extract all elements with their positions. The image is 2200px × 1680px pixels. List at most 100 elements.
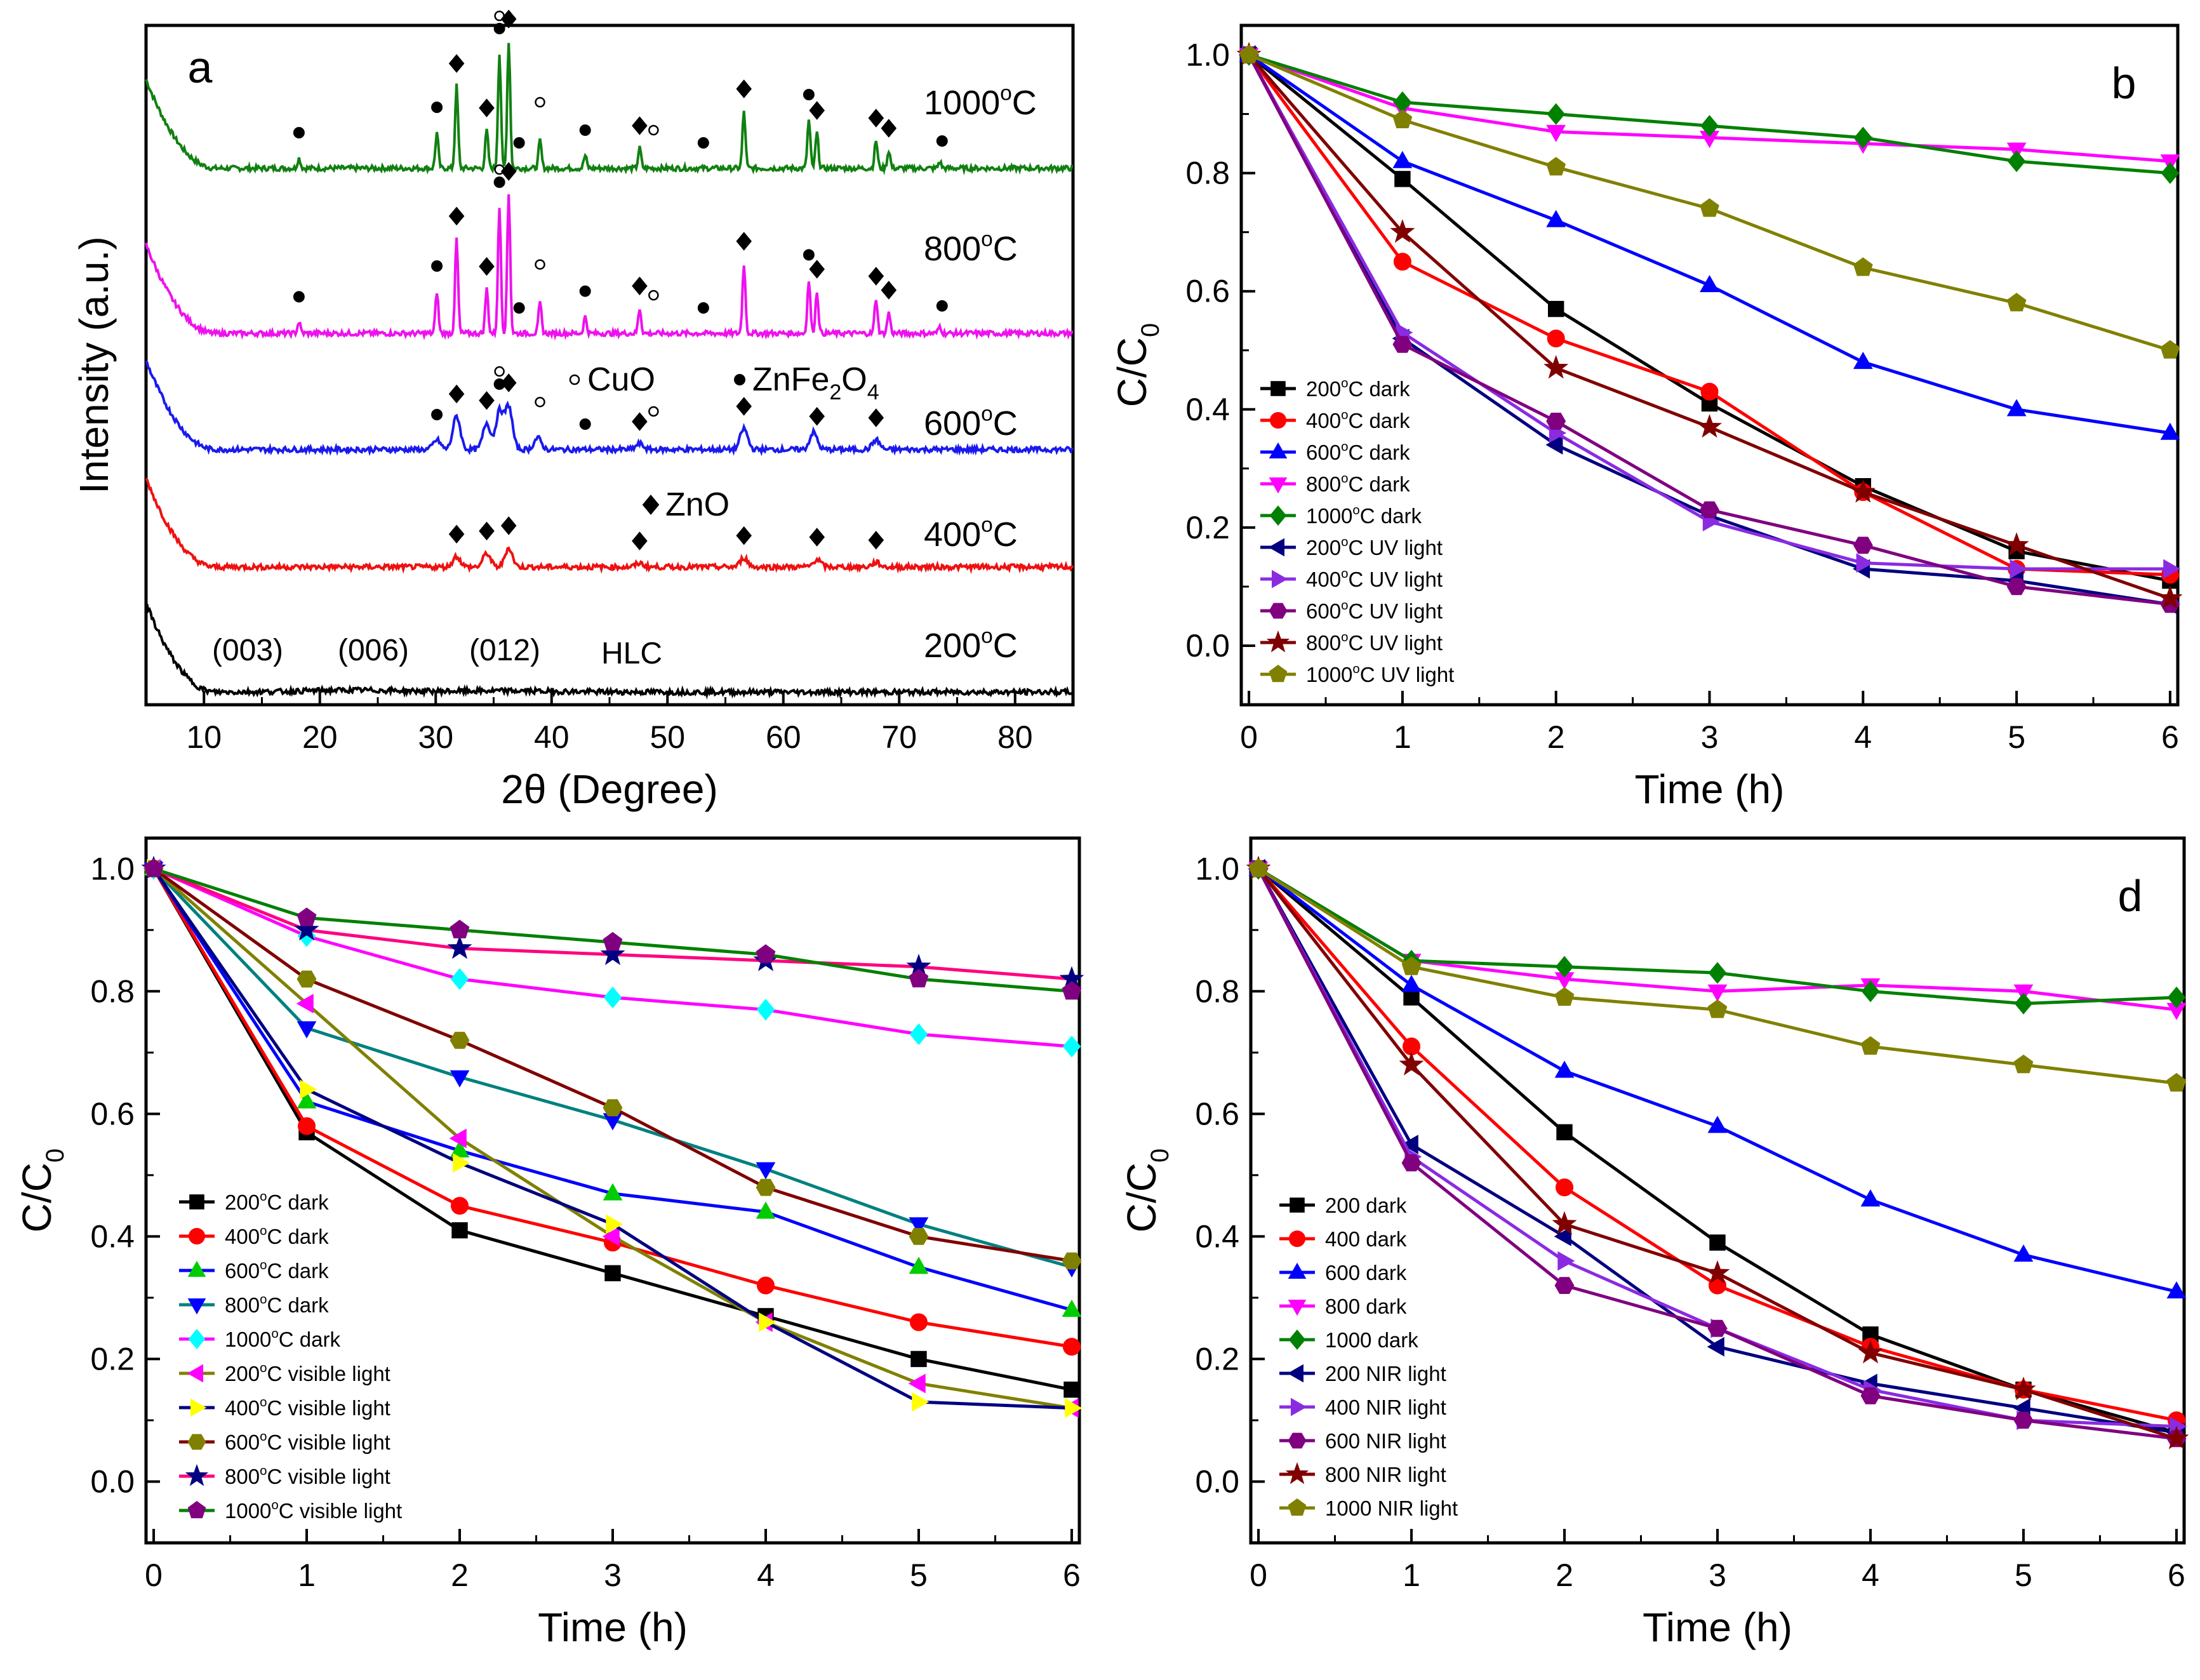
xrd-curve <box>145 603 1074 700</box>
cuo-marker <box>494 10 505 22</box>
hlc-peak-006: (006) <box>338 634 409 667</box>
x-tick-label: 5 <box>2008 719 2025 755</box>
znfe2o4-marker <box>579 418 591 430</box>
data-point <box>1390 219 1415 243</box>
znfe2o4-marker <box>293 291 305 303</box>
legend-marker <box>1290 1197 1305 1213</box>
x-axis: 0 1 2 3 4 5 6 Time (h) <box>145 1529 1081 1650</box>
legend-label: 200oC visible light <box>225 1361 390 1385</box>
data-point <box>297 907 317 926</box>
data-point <box>2013 1054 2034 1074</box>
data-point <box>1546 124 1566 142</box>
data-point <box>756 1276 775 1295</box>
series-line <box>1257 867 2177 1441</box>
data-point <box>1401 1135 1418 1155</box>
legend-label: 200oC dark <box>225 1189 329 1214</box>
y-tick-label: 0.0 <box>1185 628 1230 663</box>
data-point <box>909 1257 929 1274</box>
data-point <box>2160 340 2180 359</box>
legend-label: 200 dark <box>1325 1194 1407 1217</box>
data-point <box>1707 1319 1728 1337</box>
data-point <box>1705 1260 1730 1284</box>
x-tick-label: 2 <box>1547 719 1565 755</box>
legend-marker <box>187 1500 206 1519</box>
zno-marker <box>479 391 495 410</box>
data-point <box>909 1023 928 1046</box>
legend-marker <box>1285 1462 1309 1484</box>
data-point <box>2013 1244 2034 1262</box>
cuo-marker <box>494 164 505 175</box>
x-tick-label: 70 <box>881 719 917 755</box>
legend-label: 400oC visible light <box>225 1395 390 1420</box>
znfe2o4-marker <box>431 260 443 272</box>
legend: 200 dark 400 dark 600 dark 800 dark 1000 dar… <box>1279 1194 1458 1520</box>
data-point <box>600 941 625 966</box>
series-d-9 <box>1248 858 2187 1092</box>
y-tick-label: 0.2 <box>1185 510 1230 545</box>
legend-label: 400 dark <box>1325 1227 1407 1251</box>
data-point <box>908 1373 926 1394</box>
y-tick-label: 0.6 <box>90 1096 135 1131</box>
x-tick-label: 0 <box>1240 719 1258 755</box>
data-point <box>1555 956 1574 978</box>
data-point <box>296 994 314 1014</box>
data-point <box>1554 987 1575 1006</box>
legend-label: 400oC dark <box>1306 408 1410 432</box>
legend-marker <box>1288 1498 1307 1516</box>
x-tick-label: 6 <box>2168 1557 2185 1593</box>
legend-label: 800 dark <box>1325 1295 1407 1318</box>
legend-label: 800oC UV light <box>1306 630 1443 655</box>
panel-label: a <box>188 43 213 92</box>
x-tick-label: 80 <box>997 719 1033 755</box>
data-point <box>603 1183 623 1201</box>
y-tick-label: 0.8 <box>1185 156 1230 191</box>
data-point <box>1547 300 1564 317</box>
y-tick-label: 1.0 <box>90 851 135 886</box>
data-point <box>2004 532 2029 556</box>
legend-label: 1000 dark <box>1325 1328 1418 1352</box>
y-tick-label: 1.0 <box>1185 37 1230 73</box>
y-tick-label: 0.4 <box>90 1218 135 1254</box>
data-point <box>2007 150 2026 173</box>
y-axis: 0.0 0.2 0.4 0.6 0.8 1.0 C/C0 <box>14 851 160 1499</box>
data-point <box>294 917 319 941</box>
legend-label: 600 NIR light <box>1325 1429 1446 1453</box>
panel-label: b <box>2112 58 2137 108</box>
data-point <box>1853 257 1873 276</box>
hlc-peak-003: (003) <box>212 634 283 667</box>
legend-label: 1000 NIR light <box>1325 1497 1458 1520</box>
zno-marker <box>479 257 495 276</box>
znfe2o4-marker <box>493 378 505 390</box>
legend-marker <box>1269 664 1288 683</box>
data-point <box>756 944 776 963</box>
cuo-legend-label: CuO <box>587 361 655 398</box>
y-tick-label: 1.0 <box>1195 851 1239 886</box>
x-axis: 0 1 2 3 4 5 6 Time (h) <box>1240 691 2179 812</box>
temperature-label: 200oC <box>924 624 1018 665</box>
data-point <box>909 1228 929 1245</box>
legend: 200oC dark 400oC dark 600oC dark 800oC dark… <box>1260 376 1454 686</box>
data-point <box>603 1099 623 1117</box>
x-tick-label: 4 <box>1854 719 1872 755</box>
cuo-marker <box>648 406 659 417</box>
data-point <box>300 1079 317 1100</box>
data-point <box>909 968 929 988</box>
legend-label: 800oC visible light <box>225 1463 390 1488</box>
y-axis: 0.0 0.2 0.4 0.6 0.8 1.0 C/C0 <box>1109 37 1255 663</box>
legend-label: 1000oC visible light <box>225 1498 402 1523</box>
x-axis: 10 20 30 40 50 60 70 80 2θ (Degree) <box>186 691 1033 812</box>
legend-label: 600oC visible light <box>225 1429 390 1454</box>
legend-marker <box>187 1364 203 1383</box>
x-tick-label: 10 <box>186 719 222 755</box>
data-point <box>1392 150 1413 168</box>
x-tick-label: 4 <box>1862 1557 1879 1593</box>
data-point <box>1554 1226 1571 1246</box>
y-tick-label: 0.8 <box>1195 973 1239 1009</box>
data-point <box>1850 479 1876 503</box>
legend-label: 600oC dark <box>225 1258 329 1283</box>
data-point <box>1708 962 1727 984</box>
data-point <box>1853 537 1873 554</box>
data-point <box>909 1217 929 1235</box>
data-point <box>2163 559 2181 579</box>
legend-marker <box>1288 1262 1307 1279</box>
